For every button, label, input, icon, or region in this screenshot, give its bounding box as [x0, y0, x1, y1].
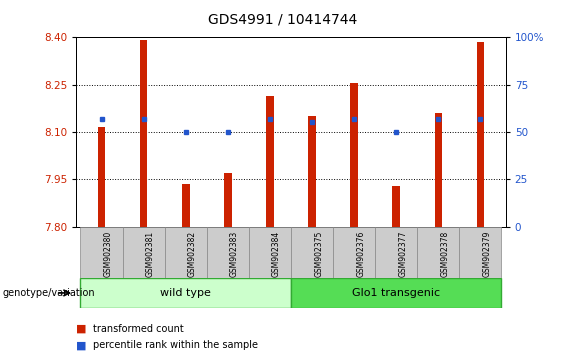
- Text: percentile rank within the sample: percentile rank within the sample: [93, 340, 258, 350]
- Bar: [291, 278, 502, 308]
- Text: GDS4991 / 10414744: GDS4991 / 10414744: [208, 12, 357, 27]
- Text: GSM902383: GSM902383: [230, 231, 239, 277]
- Bar: [123, 227, 164, 278]
- Bar: [459, 227, 502, 278]
- Bar: [140, 40, 147, 227]
- Bar: [266, 96, 273, 227]
- Text: GSM902381: GSM902381: [146, 231, 155, 277]
- Text: GSM902384: GSM902384: [272, 231, 281, 277]
- Bar: [434, 113, 442, 227]
- Bar: [164, 227, 207, 278]
- Bar: [207, 227, 249, 278]
- Text: transformed count: transformed count: [93, 324, 184, 333]
- Bar: [333, 227, 375, 278]
- Bar: [418, 227, 459, 278]
- Text: GSM902375: GSM902375: [314, 231, 323, 277]
- Text: GSM902377: GSM902377: [398, 231, 407, 277]
- Text: ■: ■: [76, 340, 87, 350]
- Bar: [291, 227, 333, 278]
- Text: wild type: wild type: [160, 288, 211, 298]
- Text: genotype/variation: genotype/variation: [3, 288, 95, 298]
- Bar: [350, 83, 358, 227]
- Bar: [477, 42, 484, 227]
- Bar: [80, 227, 123, 278]
- Bar: [80, 278, 291, 308]
- Text: GSM902378: GSM902378: [441, 231, 449, 277]
- Bar: [98, 127, 105, 227]
- Bar: [182, 184, 189, 227]
- Text: GSM902380: GSM902380: [103, 231, 112, 277]
- Text: GSM902379: GSM902379: [483, 231, 492, 277]
- Bar: [375, 227, 418, 278]
- Text: GSM902376: GSM902376: [356, 231, 365, 277]
- Bar: [308, 116, 316, 227]
- Text: ■: ■: [76, 324, 87, 333]
- Bar: [249, 227, 291, 278]
- Text: GSM902382: GSM902382: [188, 231, 197, 277]
- Text: Glo1 transgenic: Glo1 transgenic: [352, 288, 440, 298]
- Bar: [393, 185, 400, 227]
- Bar: [224, 173, 232, 227]
